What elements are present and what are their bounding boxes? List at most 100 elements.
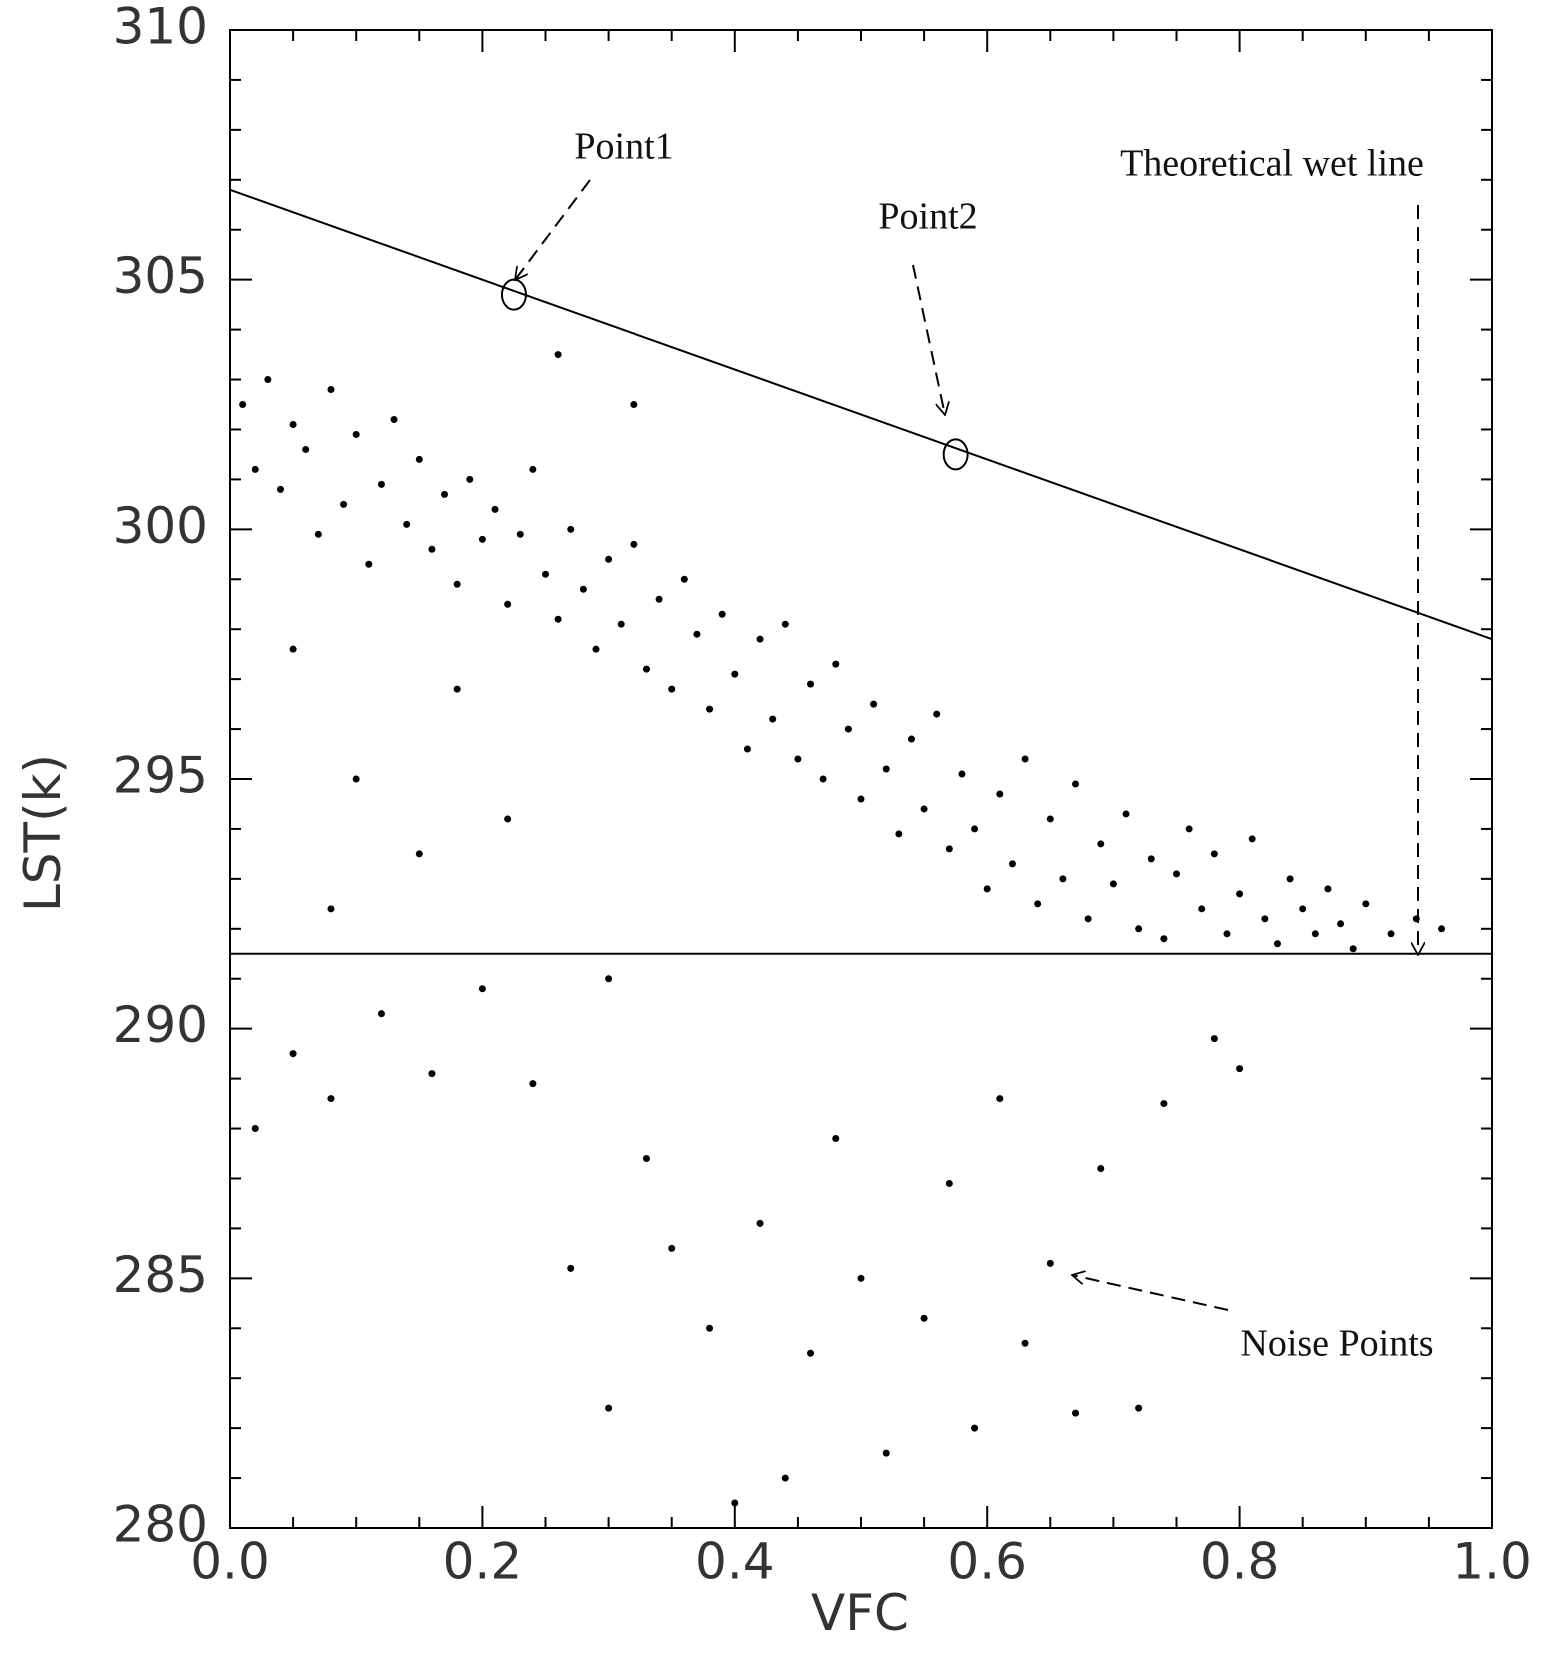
scatter-point [642,1154,650,1162]
scatter-point [756,635,764,643]
y-tick-label: 280 [113,1496,208,1554]
scatter-point [415,455,423,463]
scatter-point [1198,905,1206,913]
scatter-point [1072,1409,1080,1417]
scatter-point [264,376,272,384]
scatter-point [491,505,499,513]
scatter-point [1311,930,1319,938]
scatter-point [251,465,259,473]
scatter-point [1210,1035,1218,1043]
scatter-point [567,525,575,533]
scatter-point [1034,900,1042,908]
y-tick-label: 300 [113,497,208,555]
scatter-point [1273,940,1281,948]
scatter-point [453,580,461,588]
annotation-arrow [912,264,945,415]
scatter-point [289,420,297,428]
scatter-point [352,430,360,438]
scatter-point [605,1404,613,1412]
scatter-point [289,1050,297,1058]
x-tick-label: 0.6 [947,1533,1027,1591]
scatter-point [668,1244,676,1252]
scatter-point [769,715,777,723]
scatter-point [1160,1100,1168,1108]
scatter-point [276,485,284,493]
scatter-point [1097,840,1105,848]
scatter-point [377,480,385,488]
scatter-point [1109,880,1117,888]
scatter-point [832,660,840,668]
scatter-point [882,1449,890,1457]
scatter-point [1286,875,1294,883]
scatter-point [478,985,486,993]
scatter-point [605,975,613,983]
scatter-point [542,570,549,578]
y-tick-label: 310 [113,0,208,56]
scatter-point [1173,870,1180,878]
scatter-point [1084,915,1092,923]
scatter-point [1248,835,1256,843]
scatter-point [945,845,953,853]
scatter-point [567,1264,575,1272]
scatter-point [832,1135,840,1143]
scatter-point [1387,930,1395,938]
scatter-point [693,630,701,638]
y-tick-label: 305 [113,247,208,305]
scatter-point [857,1274,865,1282]
scatter-point [794,755,802,763]
scatter-point [377,1010,385,1018]
plot-frame [229,29,1493,1529]
scatter-point [756,1219,764,1227]
scatter-point [706,705,714,713]
scatter-point [1236,890,1244,898]
scatter-point [1210,850,1218,858]
annotation: Theoretical wet line [1120,143,1424,185]
scatter-point [1147,855,1155,863]
scatter-point [718,610,726,618]
x-tick-label: 1.0 [1452,1533,1532,1591]
scatter-point [529,465,537,473]
scatter-point [428,1070,436,1078]
scatter-point [807,680,815,688]
x-tick-label: 0.8 [1200,1533,1280,1591]
scatter-point [1021,1339,1029,1347]
x-tick-label: 0.0 [190,1533,270,1591]
scatter-point [983,885,991,893]
scatter-point [781,620,789,628]
scatter-point [529,1080,537,1088]
scatter-point [1046,1259,1054,1267]
scatter-point [1135,1404,1143,1412]
scatter-point [554,615,562,623]
scatter-point [314,530,322,538]
scatter-point [352,775,360,783]
scatter-point [1160,935,1168,943]
scatter-point [403,520,411,528]
scatter-point [1097,1164,1105,1172]
scatter-point [415,850,423,858]
scatter-point [731,670,739,678]
scatter-point [504,600,512,608]
scatter-point [920,805,928,813]
scatter-point [504,815,512,823]
scatter-point [1349,945,1357,953]
scatter-point [933,710,941,718]
scatter-point [617,620,625,628]
scatter-point [971,825,979,833]
scatter-point [945,1179,953,1187]
scatter-point [1223,930,1231,938]
scatter-point [428,545,436,553]
scatter-point [731,1499,739,1507]
scatter-point [844,725,852,733]
scatter-point [642,665,650,673]
y-tick-label: 285 [113,1246,208,1304]
scatter-point [630,401,638,408]
scatter-point [743,745,751,753]
scatter-point [453,685,461,693]
y-axis-label: LST(k) [14,754,72,912]
scatter-point [1261,915,1269,923]
scatter-point [340,500,348,508]
scatter-point [441,490,449,498]
scatter-point [857,795,865,803]
scatter-point [592,645,600,653]
